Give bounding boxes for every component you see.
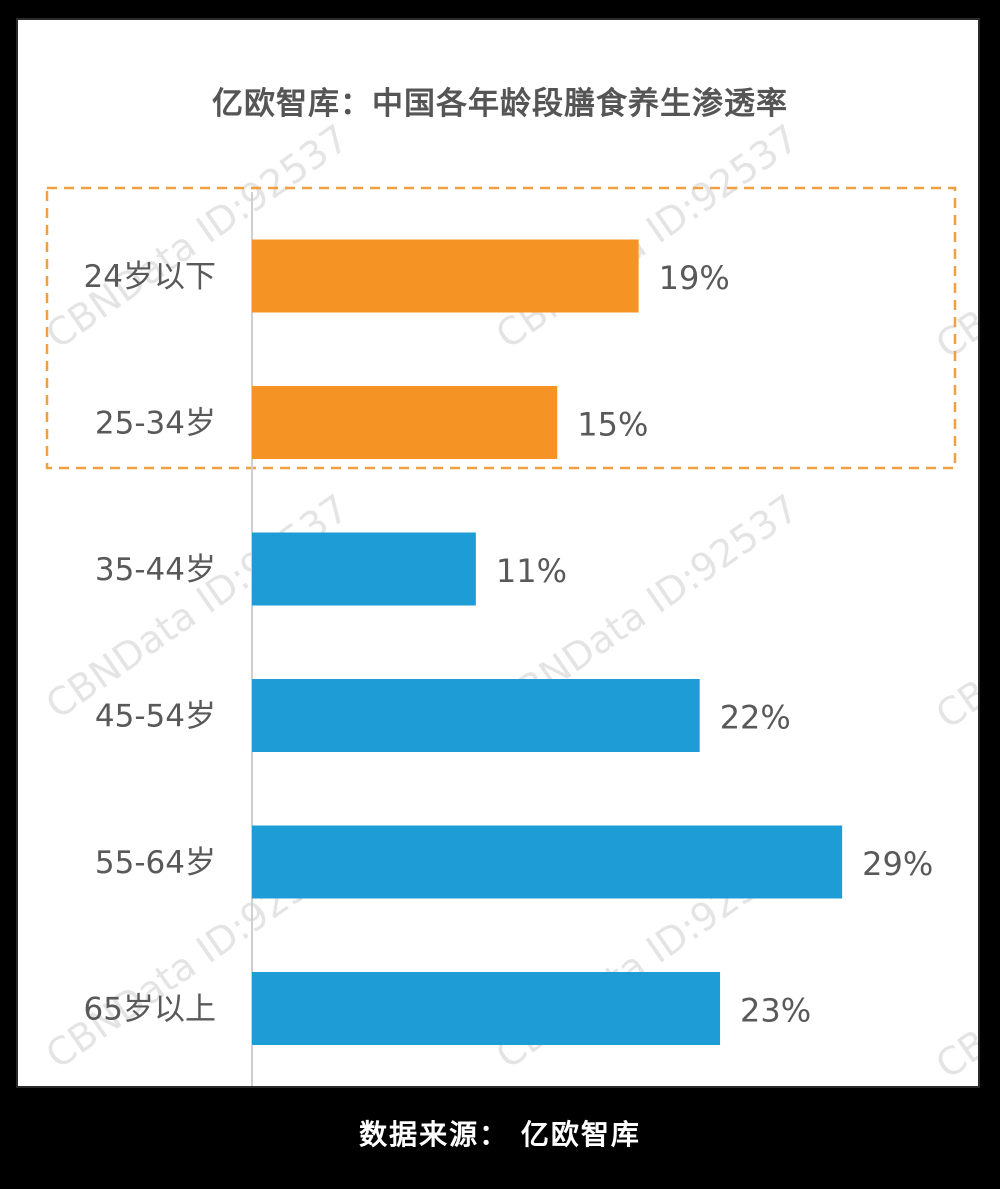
watermark-text: CBNData ID:92537 xyxy=(928,846,980,1087)
source-footer: 数据来源： 亿欧智库 xyxy=(0,1092,1000,1189)
category-label: 24岁以下 xyxy=(84,259,216,295)
value-label: 22% xyxy=(720,699,791,737)
watermark-text: CBNData ID:92537 xyxy=(928,496,980,737)
bar-3 xyxy=(252,679,700,752)
value-label: 15% xyxy=(577,406,648,444)
bar-2 xyxy=(252,532,476,606)
category-label: 25-34岁 xyxy=(95,406,216,442)
bar-4 xyxy=(252,825,843,899)
chart-frame: 亿欧智库：中国各年龄段膳食养生渗透率 CBNData ID:92537 CBNDa… xyxy=(16,18,980,1088)
category-label: 45-54岁 xyxy=(95,699,216,735)
category-label: 55-64岁 xyxy=(95,845,216,881)
watermark-text: CBNData ID:92537 xyxy=(38,116,356,357)
bar-5 xyxy=(252,972,721,1045)
bar-1 xyxy=(252,386,558,459)
value-label: 23% xyxy=(740,992,811,1030)
value-label: 29% xyxy=(862,845,933,883)
category-label: 35-44岁 xyxy=(95,552,216,588)
highlight-box xyxy=(45,186,957,470)
bar-0 xyxy=(252,239,639,313)
chart-title: 亿欧智库：中国各年龄段膳食养生渗透率 xyxy=(212,86,788,122)
watermark-text: CBNData ID:92537 xyxy=(488,116,806,357)
category-label: 65岁以上 xyxy=(84,992,216,1028)
bar-chart: CBNData ID:92537 CBNData ID:92537 CBNData … xyxy=(38,116,980,1087)
value-label: 11% xyxy=(496,552,567,590)
value-label: 19% xyxy=(659,259,730,297)
watermark-text: CBNData ID:92537 xyxy=(928,126,980,367)
